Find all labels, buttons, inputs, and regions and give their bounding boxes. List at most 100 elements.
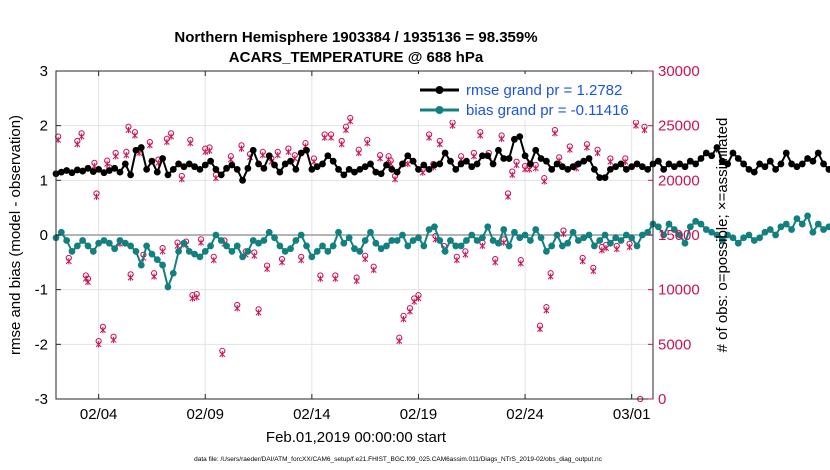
- rmse-point: [761, 163, 769, 171]
- obs-assimilated-point: [406, 308, 413, 315]
- bias-point: [766, 226, 774, 233]
- chart-subtitle: ACARS_TEMPERATURE @ 688 hPa: [229, 49, 484, 66]
- y-tick-label: -1: [35, 282, 48, 299]
- bias-point: [761, 228, 769, 236]
- bias-point: [351, 245, 358, 253]
- rmse-point: [185, 160, 193, 168]
- bias-point: [132, 248, 140, 255]
- obs-assimilated-point: [74, 141, 81, 148]
- obs-assimilated-point: [505, 193, 511, 200]
- bias-point: [463, 237, 470, 244]
- x-tick-label: 02/14: [293, 406, 331, 423]
- bias-point: [436, 237, 444, 244]
- rmse-point: [329, 157, 337, 165]
- obs-assimilated-point: [532, 165, 539, 172]
- bias-point: [457, 242, 465, 250]
- bias-point: [335, 228, 342, 236]
- rmse-point: [121, 160, 129, 168]
- obs-assimilated-point: [151, 273, 158, 280]
- obs-assimilated-point: [163, 138, 170, 146]
- obs-assimilated-point: [123, 151, 130, 159]
- rmse-point: [479, 152, 486, 160]
- obs-assimilated-point: [353, 277, 360, 285]
- rmse-point: [409, 157, 417, 165]
- rmse-point: [383, 161, 390, 169]
- obs-assimilated-point: [583, 144, 590, 151]
- bias-point: [489, 237, 497, 244]
- bias-point: [692, 217, 700, 225]
- rmse-point: [468, 163, 476, 171]
- rmse-point: [500, 155, 508, 162]
- obs-assimilated-point: [355, 149, 362, 157]
- rmse-point: [527, 160, 534, 168]
- bias-point: [148, 250, 156, 258]
- obs-assimilated-point: [112, 153, 119, 160]
- obs-assimilated-point: [210, 256, 217, 264]
- x-axis-label: Feb.01,2019 00:00:00 start: [266, 429, 447, 446]
- bias-point: [793, 215, 801, 223]
- rmse-point: [766, 157, 774, 165]
- rmse-point: [553, 160, 561, 168]
- bias-point: [644, 228, 652, 236]
- rmse-point: [212, 166, 220, 173]
- y2-tick-label: 10000: [658, 282, 700, 299]
- bias-point: [537, 234, 545, 242]
- bias-point: [511, 228, 518, 236]
- bias-point: [724, 231, 732, 239]
- obs-assimilated-point: [85, 278, 91, 286]
- obs-assimilated-point: [547, 273, 554, 280]
- bias-point: [500, 226, 508, 233]
- bias-point: [169, 269, 177, 277]
- bias-point: [612, 234, 620, 242]
- bias-point: [654, 223, 662, 231]
- rmse-point: [127, 171, 135, 179]
- rmse-point: [825, 166, 830, 173]
- bias-point: [212, 231, 220, 239]
- bias-point: [505, 242, 513, 250]
- rmse-point: [447, 157, 454, 165]
- bias-point: [191, 250, 198, 258]
- bias-point: [271, 234, 278, 242]
- bias-point: [553, 231, 561, 239]
- rmse-point: [676, 160, 684, 168]
- rmse-point: [57, 168, 65, 176]
- bias-point: [164, 283, 172, 291]
- rmse-point: [169, 166, 177, 173]
- y-tick-label: -3: [35, 391, 48, 408]
- obs-assimilated-point: [364, 139, 371, 147]
- rmse-point: [484, 152, 492, 160]
- rmse-point: [820, 160, 827, 168]
- bias-point: [617, 237, 625, 244]
- rmse-point: [111, 164, 119, 172]
- obs-assimilated-point: [238, 145, 245, 152]
- rmse-point: [814, 149, 822, 157]
- bias-point: [527, 237, 534, 244]
- bias-point: [676, 231, 684, 239]
- obs-assimilated-point: [321, 134, 328, 141]
- obs-assimilated-point: [95, 341, 102, 348]
- y2-tick-label: 20000: [658, 172, 700, 189]
- bias-point: [399, 231, 406, 239]
- x-tick-label: 03/01: [613, 406, 651, 423]
- bias-point: [495, 239, 502, 247]
- bias-point: [159, 261, 167, 269]
- rmse-point: [729, 149, 737, 157]
- obs-assimilated-point: [526, 166, 533, 173]
- obs-assimilated-point: [517, 260, 524, 267]
- rmse-point: [724, 160, 732, 168]
- bias-point: [558, 242, 566, 250]
- bias-point: [804, 212, 811, 220]
- obs-assimilated-point: [404, 160, 411, 168]
- rmse-point: [601, 174, 609, 182]
- legend: rmse grand pr = 1.2782 bias grand pr = -…: [408, 74, 650, 120]
- obs-assimilated-point: [513, 161, 520, 169]
- bias-point: [638, 231, 646, 239]
- obs-assimilated-point: [174, 242, 181, 250]
- rmse-point: [425, 166, 433, 173]
- bias-point: [745, 231, 753, 239]
- bias-point: [265, 228, 273, 236]
- y2-tick-label: 5000: [658, 336, 691, 353]
- bias-point: [660, 231, 668, 239]
- bias-point: [431, 223, 438, 231]
